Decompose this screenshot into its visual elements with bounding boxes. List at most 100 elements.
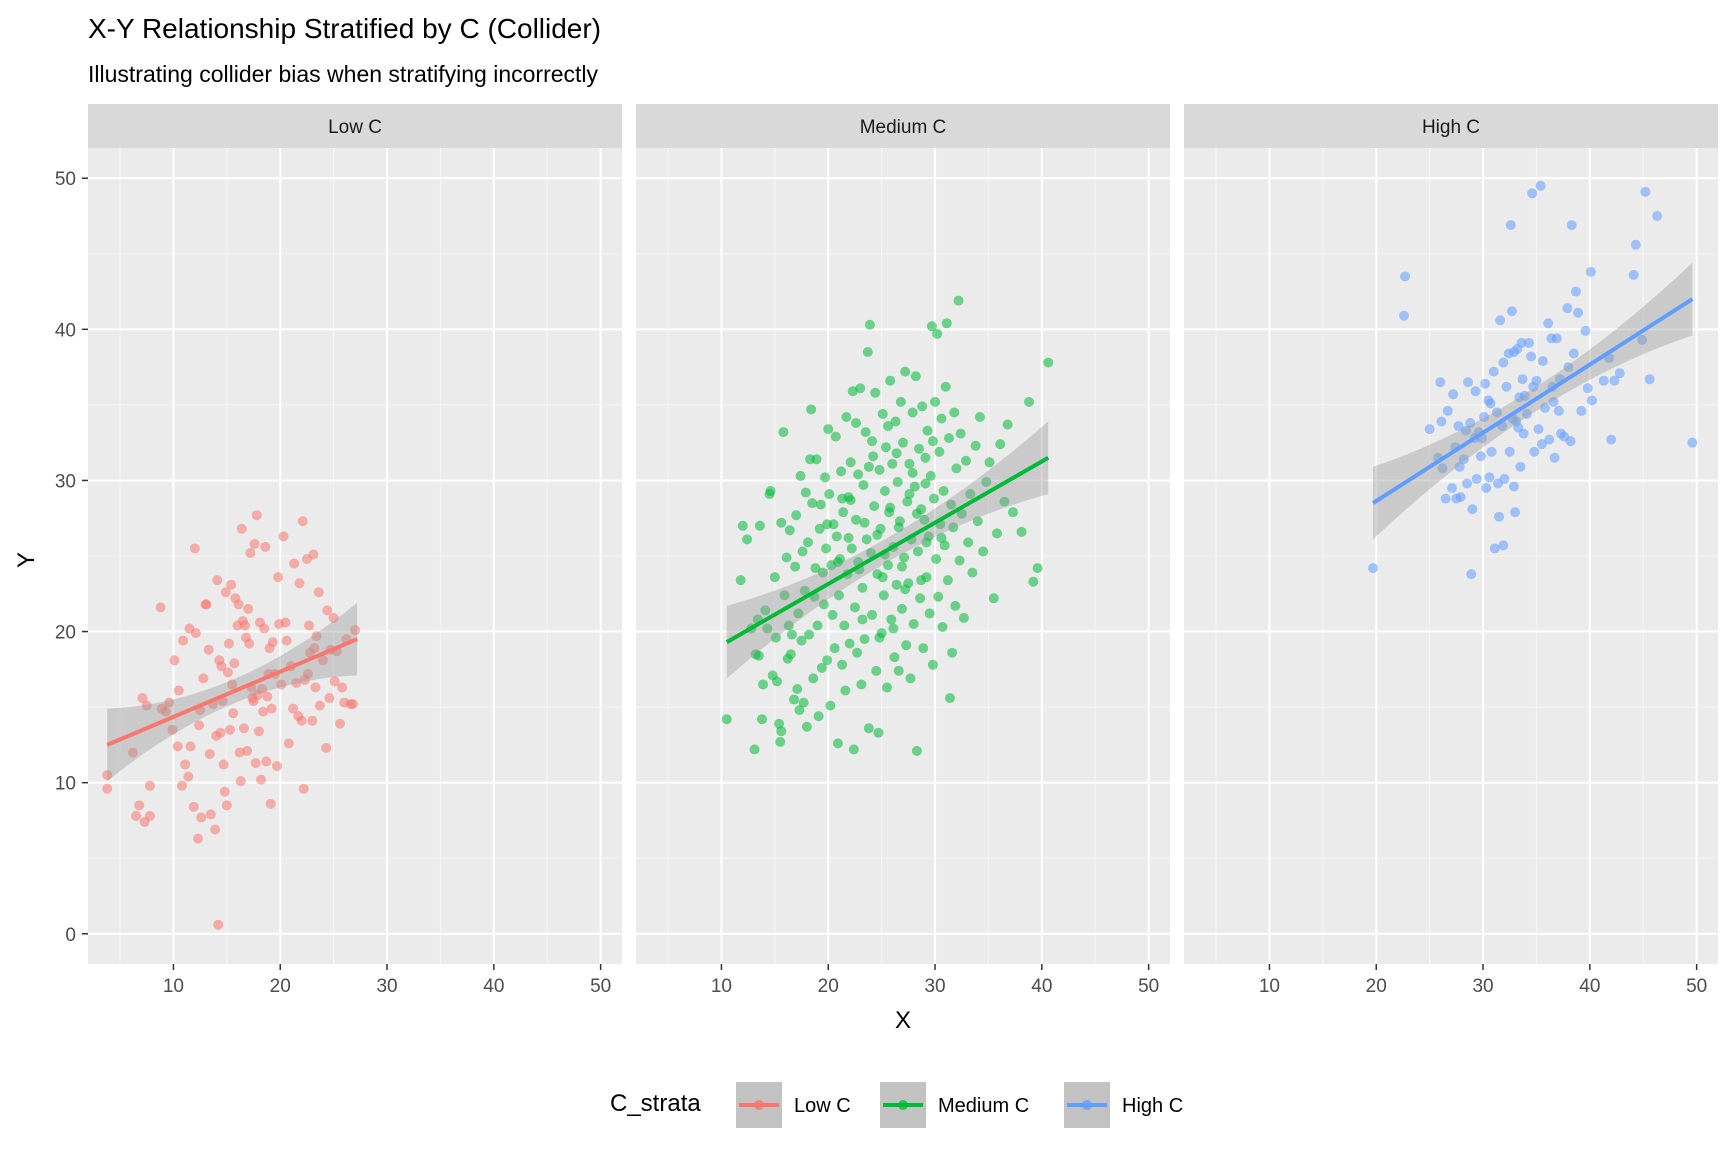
data-point xyxy=(1466,569,1477,580)
data-point xyxy=(843,532,854,543)
data-point xyxy=(296,715,307,726)
data-point xyxy=(1032,563,1043,574)
data-point xyxy=(1585,266,1596,277)
data-point xyxy=(798,697,809,708)
regression-line xyxy=(1371,297,1694,505)
data-point xyxy=(137,693,148,704)
data-point xyxy=(1573,307,1584,318)
data-point xyxy=(1491,407,1502,418)
data-point xyxy=(176,780,187,791)
data-point xyxy=(943,433,954,444)
data-point xyxy=(847,386,858,397)
data-point xyxy=(941,318,952,329)
data-point xyxy=(934,446,945,457)
data-point xyxy=(863,723,874,734)
data-point xyxy=(310,682,321,693)
data-point xyxy=(1454,461,1465,472)
data-point xyxy=(832,557,843,568)
data-point xyxy=(893,522,904,533)
data-point xyxy=(970,440,981,451)
data-point xyxy=(1460,425,1471,436)
y-tick-label: 0 xyxy=(65,925,76,946)
x-tick-label: 20 xyxy=(270,976,291,997)
data-point xyxy=(324,693,335,704)
data-point xyxy=(899,552,910,563)
data-point xyxy=(905,673,916,684)
data-point xyxy=(833,590,844,601)
data-point xyxy=(776,517,787,528)
data-point xyxy=(920,478,931,489)
data-point xyxy=(895,396,906,407)
data-point xyxy=(909,481,920,492)
y-tick-label: 50 xyxy=(55,169,76,190)
data-point xyxy=(845,495,856,506)
data-point xyxy=(164,697,175,708)
data-point xyxy=(1485,398,1496,409)
data-point xyxy=(737,520,748,531)
x-tick-label: 50 xyxy=(590,976,611,997)
data-point xyxy=(978,546,989,557)
data-point xyxy=(889,652,900,663)
data-point xyxy=(869,501,880,512)
data-point xyxy=(955,428,966,439)
data-point xyxy=(911,508,922,519)
x-tick-label: 40 xyxy=(1579,976,1600,997)
data-point xyxy=(281,635,292,646)
data-point xyxy=(1463,377,1474,388)
data-point xyxy=(837,659,848,670)
data-point xyxy=(1458,454,1469,465)
data-point xyxy=(1448,389,1459,400)
data-point xyxy=(229,658,240,669)
x-tick-label: 10 xyxy=(163,976,184,997)
data-point xyxy=(921,537,932,548)
data-point xyxy=(877,572,888,583)
data-point xyxy=(814,523,825,534)
data-point xyxy=(262,691,273,702)
data-point xyxy=(930,396,941,407)
data-point xyxy=(892,476,903,487)
data-point xyxy=(902,496,913,507)
data-point xyxy=(896,603,907,614)
data-point xyxy=(771,676,782,687)
data-point xyxy=(1523,337,1534,348)
y-axis: 0 10 20 30 40 50 xyxy=(55,169,88,946)
data-point xyxy=(915,593,926,604)
data-point xyxy=(1002,419,1013,430)
data-point xyxy=(210,824,221,835)
data-point xyxy=(950,600,961,611)
data-point xyxy=(253,726,264,737)
data-point xyxy=(822,655,833,666)
data-point xyxy=(808,673,819,684)
x-tick-label: 20 xyxy=(818,976,839,997)
data-point xyxy=(887,458,898,469)
data-point xyxy=(1511,416,1522,427)
data-point xyxy=(804,629,815,640)
data-point xyxy=(260,541,271,552)
data-point xyxy=(790,561,801,572)
data-point xyxy=(234,747,245,758)
data-point xyxy=(844,638,855,649)
data-point xyxy=(1435,377,1446,388)
data-point xyxy=(864,319,875,330)
data-point xyxy=(236,523,247,534)
data-point xyxy=(198,673,209,684)
x-tick-label: 40 xyxy=(1031,976,1052,997)
data-point xyxy=(967,567,978,578)
data-point xyxy=(1494,511,1505,522)
data-point xyxy=(1440,493,1451,504)
data-point xyxy=(172,741,183,752)
data-point xyxy=(221,800,232,811)
data-point xyxy=(981,476,992,487)
data-point xyxy=(1566,220,1577,231)
data-point xyxy=(204,748,215,759)
data-point xyxy=(874,632,885,643)
data-point xyxy=(758,679,769,690)
data-point xyxy=(102,770,113,781)
data-point xyxy=(868,451,879,462)
data-point xyxy=(317,655,328,666)
data-point xyxy=(261,756,272,767)
data-point xyxy=(956,508,967,519)
data-point xyxy=(276,679,287,690)
data-point xyxy=(832,738,843,749)
data-point xyxy=(180,759,191,770)
